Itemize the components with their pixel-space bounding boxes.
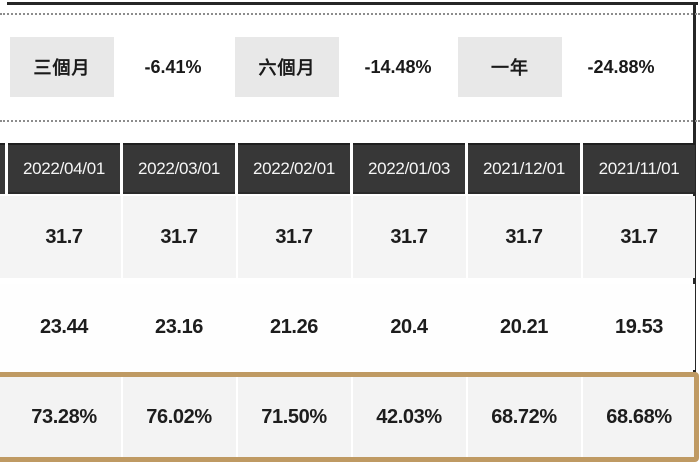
column-separator — [581, 377, 583, 457]
table-cell: 76.02% — [146, 405, 212, 428]
table-cell: 20.4 — [390, 315, 428, 338]
period-label-6-months: 六個月 — [235, 37, 339, 97]
header-date-cell: 2022/04/01 — [8, 143, 120, 194]
table-cell: 23.44 — [39, 315, 89, 338]
column-separator — [236, 196, 238, 278]
summary-item-3-months: 三個月 -6.41% — [10, 37, 232, 97]
highlighted-row-content: 73.28% 76.02% 71.50% 42.03% 68.72% 68.68… — [0, 377, 695, 457]
table-row: 31.7 31.7 31.7 31.7 31.7 31.7 — [0, 196, 695, 278]
table-cell: 73.28% — [31, 405, 97, 428]
table-cell: 21.26 — [269, 315, 319, 338]
period-return-1-year: -24.88% — [587, 56, 655, 77]
dotted-divider-middle — [0, 120, 700, 122]
highlighted-row: 73.28% 76.02% 71.50% 42.03% 68.72% 68.68… — [0, 372, 699, 462]
table-cell: 23.16 — [154, 315, 204, 338]
column-separator — [121, 196, 123, 278]
column-separator — [466, 196, 468, 278]
header-date-cell: 2022/03/01 — [123, 143, 235, 194]
cutoff-header-cell — [0, 143, 5, 194]
table-cell: 19.53 — [614, 315, 664, 338]
summary-item-1-year: 一年 -24.88% — [458, 37, 680, 97]
table-cell: 31.7 — [275, 225, 313, 248]
table-cell: 20.21 — [499, 315, 549, 338]
table-cell: 31.7 — [45, 225, 83, 248]
header-date-cell: 2021/12/01 — [468, 143, 580, 194]
table-cell: 71.50% — [261, 405, 327, 428]
source-caption: 來源：強基金 — [0, 463, 258, 473]
period-label-3-months: 三個月 — [10, 37, 114, 97]
column-separator — [466, 377, 468, 457]
period-return-6-months: -14.48% — [364, 56, 432, 77]
summary-item-6-months: 六個月 -14.48% — [235, 37, 457, 97]
table-header-row: 2022/04/01 2022/03/01 2022/02/01 2022/01… — [0, 143, 696, 194]
dotted-divider-top — [0, 13, 700, 15]
top-border-line — [7, 2, 698, 5]
column-separator — [351, 377, 353, 457]
table-cell: 31.7 — [390, 225, 428, 248]
column-separator — [581, 196, 583, 278]
period-return-3-months: -6.41% — [144, 56, 202, 77]
table-cell: 31.7 — [620, 225, 658, 248]
table-cell: 31.7 — [505, 225, 543, 248]
header-date-cell: 2021/11/01 — [583, 143, 695, 194]
column-separator — [236, 377, 238, 457]
header-date-cell: 2022/01/03 — [353, 143, 465, 194]
table-row: 23.44 23.16 21.26 20.4 20.21 19.53 — [0, 284, 695, 370]
column-separator — [121, 377, 123, 457]
table-cell: 68.72% — [491, 405, 557, 428]
column-separator — [351, 196, 353, 278]
table-cell: 31.7 — [160, 225, 198, 248]
header-date-cell: 2022/02/01 — [238, 143, 350, 194]
table-cell: 68.68% — [606, 405, 672, 428]
period-label-1-year: 一年 — [458, 37, 562, 97]
table-cell: 42.03% — [376, 405, 442, 428]
